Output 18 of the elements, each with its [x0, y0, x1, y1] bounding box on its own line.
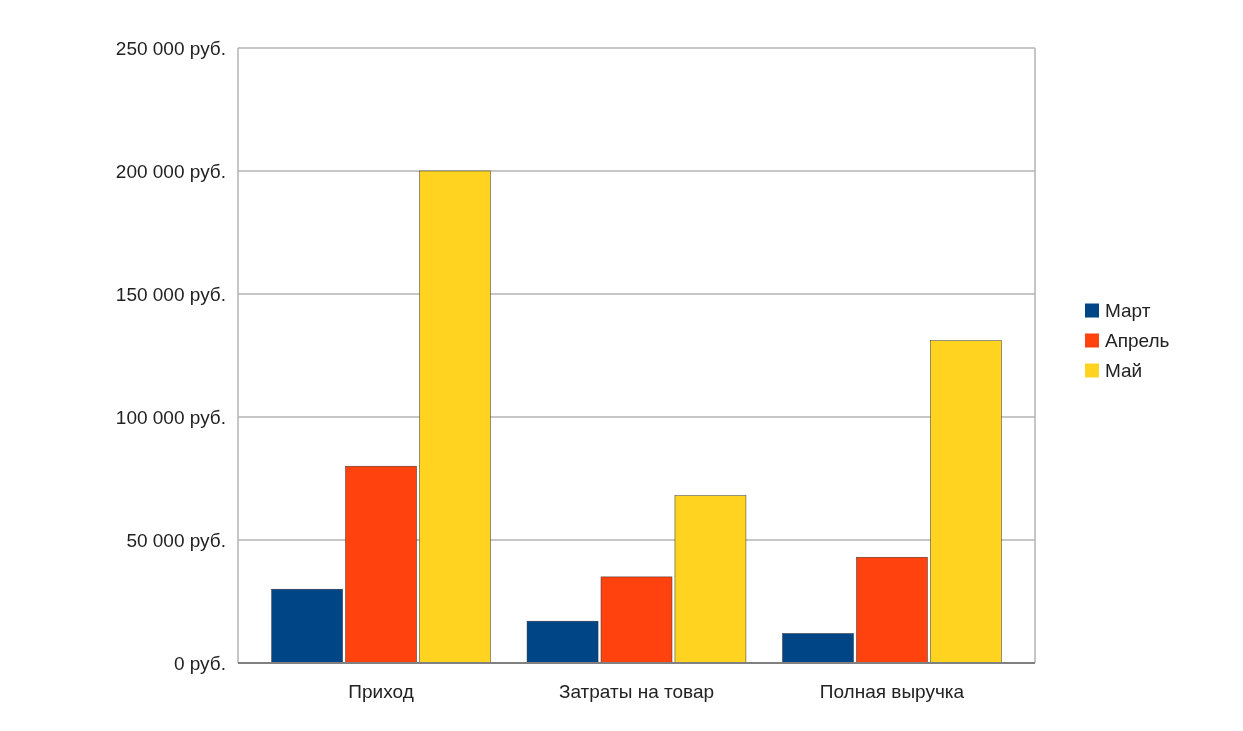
x-tick-label: Приход — [348, 681, 414, 702]
legend-label: Апрель — [1105, 330, 1170, 352]
bar — [930, 340, 1002, 664]
y-tick-label: 200 000 руб. — [115, 160, 226, 182]
bar — [271, 588, 343, 664]
bar — [345, 465, 417, 664]
bar — [782, 633, 854, 664]
x-tick-label: Затраты на товар — [558, 681, 715, 702]
legend-label: Март — [1105, 300, 1151, 322]
y-tick-label: 0 руб. — [173, 652, 226, 674]
y-tick-label: 250 000 руб. — [115, 37, 226, 59]
y-tick-label: 150 000 руб. — [115, 283, 226, 305]
y-tick-label: 100 000 руб. — [115, 406, 226, 428]
bar — [419, 170, 491, 664]
legend-label: Май — [1105, 360, 1143, 382]
x-tick-label: Полная выручка — [819, 681, 965, 702]
bar — [856, 556, 928, 664]
y-tick-label: 50 000 руб. — [126, 529, 226, 551]
